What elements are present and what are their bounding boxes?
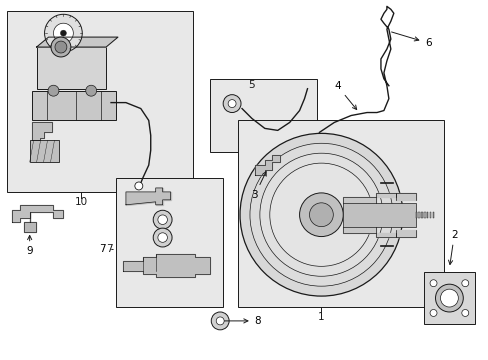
Circle shape (440, 289, 457, 307)
Bar (423, 212, 425, 218)
Circle shape (223, 95, 241, 113)
Text: 4: 4 (333, 81, 356, 109)
Polygon shape (375, 233, 395, 237)
Polygon shape (395, 193, 415, 200)
Text: 9: 9 (26, 235, 33, 256)
Bar (415, 212, 416, 218)
Circle shape (135, 182, 142, 190)
Bar (343, 203, 415, 227)
Circle shape (269, 163, 372, 266)
Text: 3: 3 (251, 172, 265, 200)
Bar (238, 121, 444, 307)
Circle shape (158, 233, 167, 242)
Circle shape (240, 133, 402, 296)
Bar (426, 212, 427, 218)
Polygon shape (122, 255, 210, 277)
Bar (116, 178, 223, 307)
Bar (37, 47, 106, 89)
Circle shape (461, 280, 468, 287)
Bar (30, 140, 60, 162)
Circle shape (158, 215, 167, 224)
Circle shape (435, 284, 462, 312)
Bar (32, 91, 116, 121)
Text: 2: 2 (447, 230, 457, 265)
Polygon shape (126, 188, 170, 205)
Circle shape (44, 14, 82, 52)
Circle shape (61, 30, 66, 36)
Polygon shape (24, 212, 36, 231)
Polygon shape (12, 205, 63, 222)
Circle shape (228, 100, 236, 108)
Circle shape (461, 310, 468, 316)
Polygon shape (32, 122, 51, 140)
Polygon shape (37, 37, 118, 47)
Polygon shape (343, 197, 375, 203)
Bar (421, 212, 422, 218)
Circle shape (85, 85, 97, 96)
Bar (432, 212, 433, 218)
Text: 5: 5 (248, 80, 255, 90)
Circle shape (48, 85, 59, 96)
Circle shape (259, 153, 382, 276)
Bar (418, 212, 419, 218)
Bar (423, 272, 474, 324)
Text: 8: 8 (223, 316, 261, 326)
Text: 10: 10 (75, 197, 88, 207)
Circle shape (249, 143, 392, 286)
Circle shape (309, 203, 333, 227)
Bar (210, 79, 317, 152)
Polygon shape (395, 230, 415, 237)
Circle shape (211, 312, 229, 330)
Circle shape (299, 193, 343, 237)
Text: 6: 6 (391, 32, 431, 48)
Bar (429, 212, 430, 218)
Circle shape (429, 310, 436, 316)
Circle shape (216, 317, 224, 325)
Circle shape (51, 37, 71, 57)
Circle shape (153, 210, 172, 229)
Text: 1: 1 (317, 312, 324, 322)
Circle shape (153, 228, 172, 247)
Circle shape (55, 41, 67, 53)
Polygon shape (343, 227, 375, 233)
Text: 7: 7 (99, 244, 113, 255)
Text: 7: 7 (105, 244, 112, 255)
Circle shape (53, 23, 73, 43)
Polygon shape (254, 155, 279, 175)
Bar (7, 11, 193, 192)
Polygon shape (375, 193, 395, 197)
Circle shape (429, 280, 436, 287)
